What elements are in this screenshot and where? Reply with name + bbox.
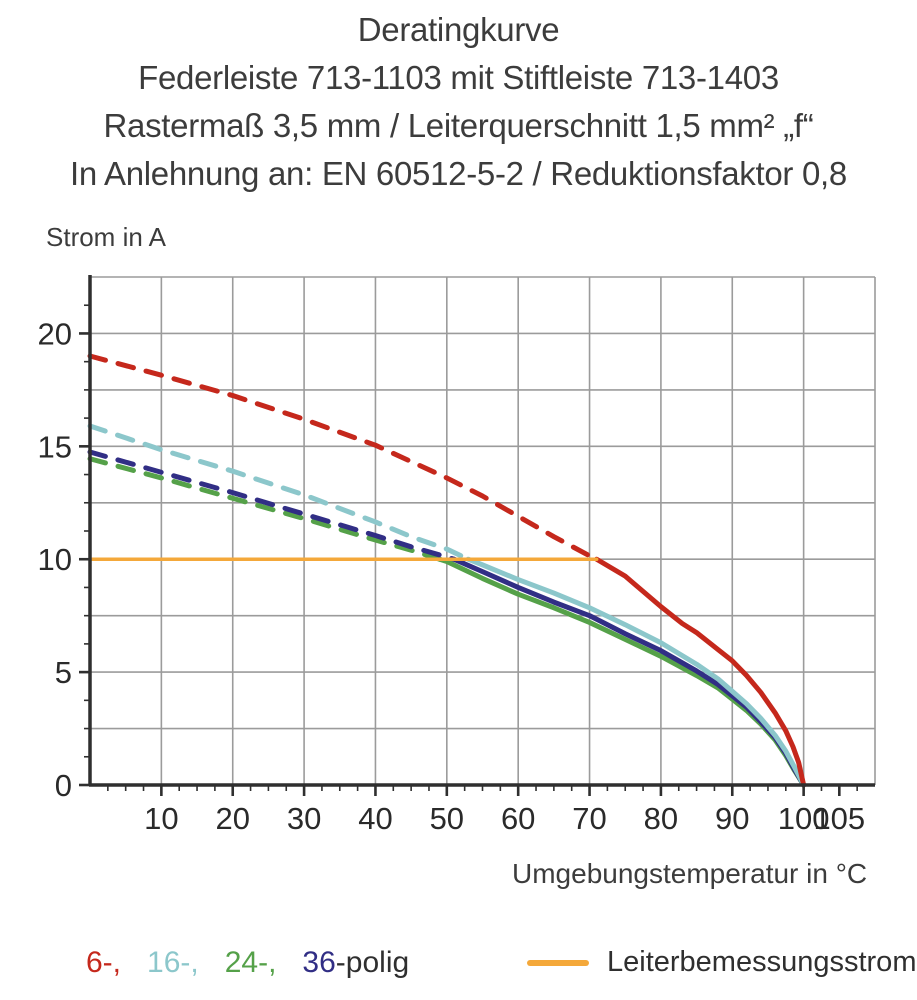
chart-subtitle-standard: In Anlehnung an: EN 60512-5-2 / Reduktio… — [70, 155, 847, 192]
x-tick-label: 100 — [778, 801, 830, 836]
x-tick-label: 60 — [501, 801, 535, 836]
legend-rated-current: Leiterbemessungsstrom — [527, 946, 916, 979]
x-tick-label: 80 — [644, 801, 678, 836]
x-axis-title: Umgebungstemperatur in °C — [512, 858, 868, 889]
x-tick-label: 90 — [715, 801, 749, 836]
chart-title: Deratingkurve — [357, 11, 560, 48]
series-dashed-6-polig — [87, 353, 600, 562]
x-tick-label: 50 — [430, 801, 464, 836]
series-solid-16-polig — [465, 556, 807, 788]
y-axis-title: Strom in A — [46, 222, 166, 252]
y-tick-label: 20 — [38, 316, 72, 351]
x-tick-label: 105 — [813, 801, 865, 836]
y-tick-label: 10 — [38, 542, 72, 577]
legend-item-6: 6-, — [86, 946, 122, 979]
title-block: Deratingkurve Federleiste 713-1103 mit S… — [0, 6, 917, 198]
rated-current-label: Leiterbemessungsstrom — [607, 946, 917, 978]
series-dashed-36-polig — [87, 449, 457, 562]
legend-item-16: 16-, — [147, 946, 199, 979]
series-dashed-16-polig — [87, 423, 471, 562]
chart-subtitle-parts: Federleiste 713-1103 mit Stiftleiste 713… — [138, 59, 779, 96]
y-tick-label: 5 — [55, 655, 72, 690]
x-tick-label: 30 — [287, 801, 321, 836]
y-tick-label: 0 — [55, 768, 72, 803]
chart-subtitle-pitch: Rastermaß 3,5 mm / Leiterquerschnitt 1,5… — [103, 107, 814, 144]
x-tick-label: 10 — [144, 801, 178, 836]
x-tick-label: 20 — [215, 801, 249, 836]
y-tick-label: 15 — [38, 429, 72, 464]
legend-item-polig: -polig — [335, 946, 410, 979]
rated-current-line-swatch — [527, 959, 589, 966]
series-solid-6-polig — [594, 556, 807, 788]
x-tick-label: 40 — [358, 801, 392, 836]
x-tick-label: 70 — [572, 801, 606, 836]
legend-item-36: 36 — [302, 946, 336, 979]
series-dashed-24-polig — [87, 456, 443, 562]
legend-poles: 6-, 16-, 24-, 36 -polig — [86, 946, 409, 980]
legend-item-24: 24-, — [224, 946, 277, 979]
